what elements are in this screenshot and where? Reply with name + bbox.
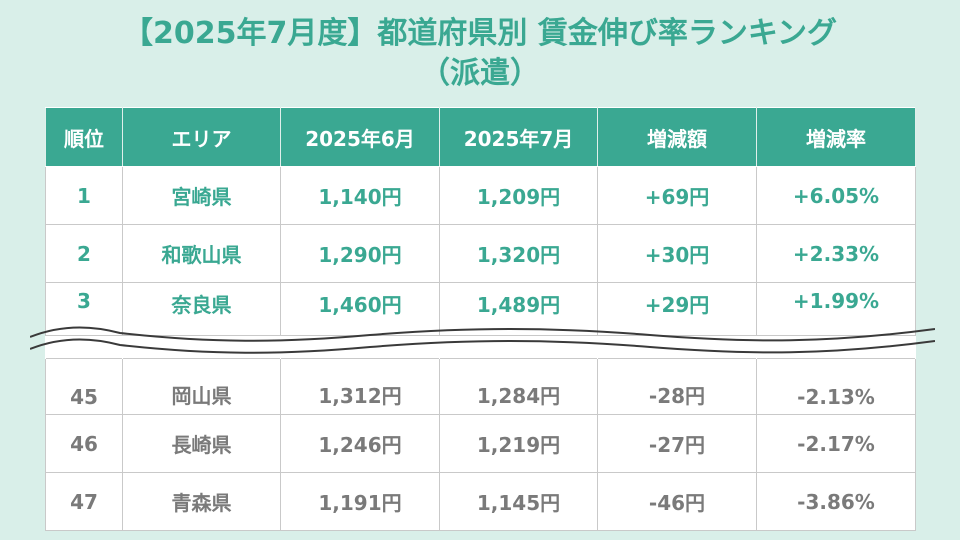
ranking-table: 順位 エリア 2025年6月 2025年7月 増減額 増減率 1 宮崎県 1,1… <box>45 107 916 531</box>
header-area: エリア <box>122 107 281 167</box>
cell-june: 1,312円 <box>280 358 440 415</box>
header-change-rate: 増減率 <box>756 107 916 167</box>
cell-july: 1,320円 <box>439 224 598 283</box>
page-title: 【2025年7月度】都道府県別 賃金伸び率ランキング （派遣） <box>0 14 960 94</box>
cell-change-rate: -2.17% <box>756 414 916 473</box>
cell-change-amount: +30円 <box>597 224 757 283</box>
cell-july: 1,219円 <box>439 414 598 473</box>
cell-change-rate: +2.33% <box>756 224 916 283</box>
cell-july: 1,489円 <box>439 282 598 336</box>
ranking-table-container: 順位 エリア 2025年6月 2025年7月 増減額 増減率 1 宮崎県 1,1… <box>45 107 916 531</box>
table-break-row <box>45 335 916 359</box>
cell-june: 1,140円 <box>280 166 440 225</box>
cell-rank: 45 <box>45 358 123 415</box>
cell-june: 1,290円 <box>280 224 440 283</box>
table-row: 1 宮崎県 1,140円 1,209円 +69円 +6.05% <box>45 166 916 225</box>
table-row: 46 長崎県 1,246円 1,219円 -27円 -2.17% <box>45 414 916 473</box>
cell-area: 和歌山県 <box>122 224 281 283</box>
cell-july: 1,209円 <box>439 166 598 225</box>
table-header-row: 順位 エリア 2025年6月 2025年7月 増減額 増減率 <box>45 107 916 167</box>
cell-change-rate: +1.99% <box>756 282 916 336</box>
cell-change-rate: -2.13% <box>756 358 916 415</box>
cell-july: 1,145円 <box>439 472 598 531</box>
header-july: 2025年7月 <box>439 107 598 167</box>
header-rank: 順位 <box>45 107 123 167</box>
table-row: 3 奈良県 1,460円 1,489円 +29円 +1.99% <box>45 282 916 336</box>
cell-change-rate: -3.86% <box>756 472 916 531</box>
cell-rank: 3 <box>45 282 123 336</box>
cell-june: 1,191円 <box>280 472 440 531</box>
table-row: 47 青森県 1,191円 1,145円 -46円 -3.86% <box>45 472 916 531</box>
header-change-amount: 増減額 <box>597 107 757 167</box>
cell-rank: 47 <box>45 472 123 531</box>
cell-june: 1,460円 <box>280 282 440 336</box>
table-row: 45 岡山県 1,312円 1,284円 -28円 -2.13% <box>45 358 916 415</box>
cell-area: 青森県 <box>122 472 281 531</box>
table-row: 2 和歌山県 1,290円 1,320円 +30円 +2.33% <box>45 224 916 283</box>
cell-june: 1,246円 <box>280 414 440 473</box>
cell-area: 宮崎県 <box>122 166 281 225</box>
cell-change-amount: -27円 <box>597 414 757 473</box>
cell-change-amount: +69円 <box>597 166 757 225</box>
header-june: 2025年6月 <box>280 107 440 167</box>
cell-change-amount: +29円 <box>597 282 757 336</box>
page-title-line1: 【2025年7月度】都道府県別 賃金伸び率ランキング <box>123 16 837 51</box>
cell-change-amount: -28円 <box>597 358 757 415</box>
cell-rank: 2 <box>45 224 123 283</box>
cell-rank: 1 <box>45 166 123 225</box>
cell-rank: 46 <box>45 414 123 473</box>
cell-change-amount: -46円 <box>597 472 757 531</box>
cell-july: 1,284円 <box>439 358 598 415</box>
cell-area: 岡山県 <box>122 358 281 415</box>
page-title-line2: （派遣） <box>420 56 540 91</box>
cell-area: 長崎県 <box>122 414 281 473</box>
cell-change-rate: +6.05% <box>756 166 916 225</box>
cell-area: 奈良県 <box>122 282 281 336</box>
